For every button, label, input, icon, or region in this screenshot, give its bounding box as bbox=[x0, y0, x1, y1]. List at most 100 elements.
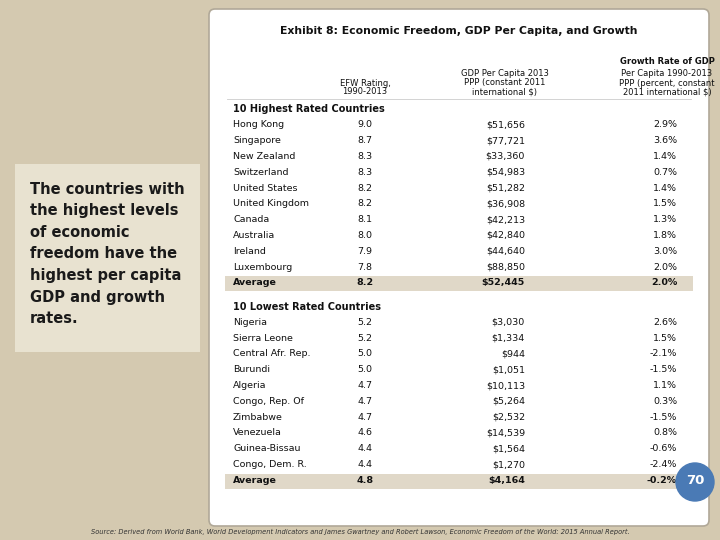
Text: $1,564: $1,564 bbox=[492, 444, 525, 453]
Text: Ireland: Ireland bbox=[233, 247, 266, 256]
Text: 8.2: 8.2 bbox=[356, 278, 374, 287]
Text: 10 Highest Rated Countries: 10 Highest Rated Countries bbox=[233, 104, 384, 114]
Text: 4.7: 4.7 bbox=[358, 397, 372, 406]
Text: $3,030: $3,030 bbox=[492, 318, 525, 327]
Text: -1.5%: -1.5% bbox=[649, 413, 677, 422]
Text: 2.9%: 2.9% bbox=[653, 120, 677, 129]
Text: 1.3%: 1.3% bbox=[653, 215, 677, 224]
Text: 1.4%: 1.4% bbox=[653, 184, 677, 192]
Text: $4,164: $4,164 bbox=[488, 476, 525, 485]
Text: Algeria: Algeria bbox=[233, 381, 266, 390]
Text: $14,539: $14,539 bbox=[486, 428, 525, 437]
Text: 9.0: 9.0 bbox=[358, 120, 372, 129]
Text: 0.3%: 0.3% bbox=[653, 397, 677, 406]
Text: 1.4%: 1.4% bbox=[653, 152, 677, 161]
Text: $5,264: $5,264 bbox=[492, 397, 525, 406]
Text: Central Afr. Rep.: Central Afr. Rep. bbox=[233, 349, 310, 359]
Text: 3.6%: 3.6% bbox=[653, 136, 677, 145]
Text: $42,840: $42,840 bbox=[486, 231, 525, 240]
FancyBboxPatch shape bbox=[209, 9, 709, 526]
Text: 2.6%: 2.6% bbox=[653, 318, 677, 327]
Text: GDP Per Capita 2013: GDP Per Capita 2013 bbox=[461, 69, 549, 78]
Text: 5.0: 5.0 bbox=[358, 349, 372, 359]
Text: Switzerland: Switzerland bbox=[233, 168, 289, 177]
Text: 8.7: 8.7 bbox=[358, 136, 372, 145]
Text: -2.4%: -2.4% bbox=[649, 460, 677, 469]
Text: $1,051: $1,051 bbox=[492, 365, 525, 374]
Text: 1.1%: 1.1% bbox=[653, 381, 677, 390]
Text: 4.7: 4.7 bbox=[358, 381, 372, 390]
Text: $944: $944 bbox=[501, 349, 525, 359]
Text: The countries with
the highest levels
of economic
freedom have the
highest per c: The countries with the highest levels of… bbox=[30, 181, 185, 326]
Text: $51,282: $51,282 bbox=[486, 184, 525, 192]
FancyBboxPatch shape bbox=[225, 474, 693, 489]
Text: Average: Average bbox=[233, 476, 277, 485]
Text: $10,113: $10,113 bbox=[486, 381, 525, 390]
Text: 8.1: 8.1 bbox=[358, 215, 372, 224]
Text: 4.8: 4.8 bbox=[356, 476, 374, 485]
Text: $51,656: $51,656 bbox=[486, 120, 525, 129]
Text: 4.4: 4.4 bbox=[358, 444, 372, 453]
Text: -0.6%: -0.6% bbox=[649, 444, 677, 453]
Text: $42,213: $42,213 bbox=[486, 215, 525, 224]
Text: Average: Average bbox=[233, 278, 277, 287]
Text: Australia: Australia bbox=[233, 231, 275, 240]
Text: $2,532: $2,532 bbox=[492, 413, 525, 422]
Text: United Kingdom: United Kingdom bbox=[233, 199, 309, 208]
Text: 5.2: 5.2 bbox=[358, 318, 372, 327]
Text: $52,445: $52,445 bbox=[482, 278, 525, 287]
Text: Nigeria: Nigeria bbox=[233, 318, 267, 327]
Text: $54,983: $54,983 bbox=[486, 168, 525, 177]
Text: 5.0: 5.0 bbox=[358, 365, 372, 374]
Text: Sierra Leone: Sierra Leone bbox=[233, 334, 293, 342]
Text: 0.7%: 0.7% bbox=[653, 168, 677, 177]
Text: $33,360: $33,360 bbox=[485, 152, 525, 161]
Circle shape bbox=[676, 463, 714, 501]
Text: 8.0: 8.0 bbox=[358, 231, 372, 240]
Text: Luxembourg: Luxembourg bbox=[233, 262, 292, 272]
Text: $1,270: $1,270 bbox=[492, 460, 525, 469]
Text: EFW Rating,: EFW Rating, bbox=[340, 78, 390, 87]
Text: Congo, Dem. R.: Congo, Dem. R. bbox=[233, 460, 307, 469]
Text: $36,908: $36,908 bbox=[486, 199, 525, 208]
Text: Source: Derived from World Bank, World Development Indicators and James Gwartney: Source: Derived from World Bank, World D… bbox=[91, 529, 629, 535]
Text: 0.8%: 0.8% bbox=[653, 428, 677, 437]
Text: 8.3: 8.3 bbox=[357, 152, 372, 161]
Text: 10 Lowest Rated Countries: 10 Lowest Rated Countries bbox=[233, 301, 381, 312]
Text: $88,850: $88,850 bbox=[486, 262, 525, 272]
Text: 2011 international $): 2011 international $) bbox=[623, 87, 711, 97]
Text: -0.2%: -0.2% bbox=[647, 476, 677, 485]
Text: Venezuela: Venezuela bbox=[233, 428, 282, 437]
Text: Growth Rate of GDP: Growth Rate of GDP bbox=[620, 57, 714, 65]
Text: Canada: Canada bbox=[233, 215, 269, 224]
Text: 8.2: 8.2 bbox=[358, 184, 372, 192]
Text: $44,640: $44,640 bbox=[486, 247, 525, 256]
Text: -1.5%: -1.5% bbox=[649, 365, 677, 374]
Text: 8.3: 8.3 bbox=[357, 168, 372, 177]
Text: Guinea-Bissau: Guinea-Bissau bbox=[233, 444, 300, 453]
Text: Zimbabwe: Zimbabwe bbox=[233, 413, 283, 422]
Text: 2.0%: 2.0% bbox=[653, 262, 677, 272]
Text: Singapore: Singapore bbox=[233, 136, 281, 145]
Text: 8.2: 8.2 bbox=[358, 199, 372, 208]
FancyBboxPatch shape bbox=[15, 164, 200, 352]
Text: 2.0%: 2.0% bbox=[651, 278, 677, 287]
Text: Exhibit 8: Economic Freedom, GDP Per Capita, and Growth: Exhibit 8: Economic Freedom, GDP Per Cap… bbox=[280, 26, 638, 36]
Text: -2.1%: -2.1% bbox=[649, 349, 677, 359]
Text: PPP (percent, constant: PPP (percent, constant bbox=[619, 78, 715, 87]
Text: 4.7: 4.7 bbox=[358, 413, 372, 422]
Text: Per Capita 1990-2013: Per Capita 1990-2013 bbox=[621, 69, 713, 78]
Text: Hong Kong: Hong Kong bbox=[233, 120, 284, 129]
Text: 4.6: 4.6 bbox=[358, 428, 372, 437]
Text: 7.9: 7.9 bbox=[358, 247, 372, 256]
Text: 4.4: 4.4 bbox=[358, 460, 372, 469]
Text: New Zealand: New Zealand bbox=[233, 152, 295, 161]
Text: 7.8: 7.8 bbox=[358, 262, 372, 272]
Text: Congo, Rep. Of: Congo, Rep. Of bbox=[233, 397, 304, 406]
Text: 1.5%: 1.5% bbox=[653, 199, 677, 208]
Text: international $): international $) bbox=[472, 87, 538, 97]
Text: 1990-2013: 1990-2013 bbox=[343, 87, 387, 97]
Text: United States: United States bbox=[233, 184, 297, 192]
Text: 3.0%: 3.0% bbox=[653, 247, 677, 256]
Text: 70: 70 bbox=[686, 475, 704, 488]
